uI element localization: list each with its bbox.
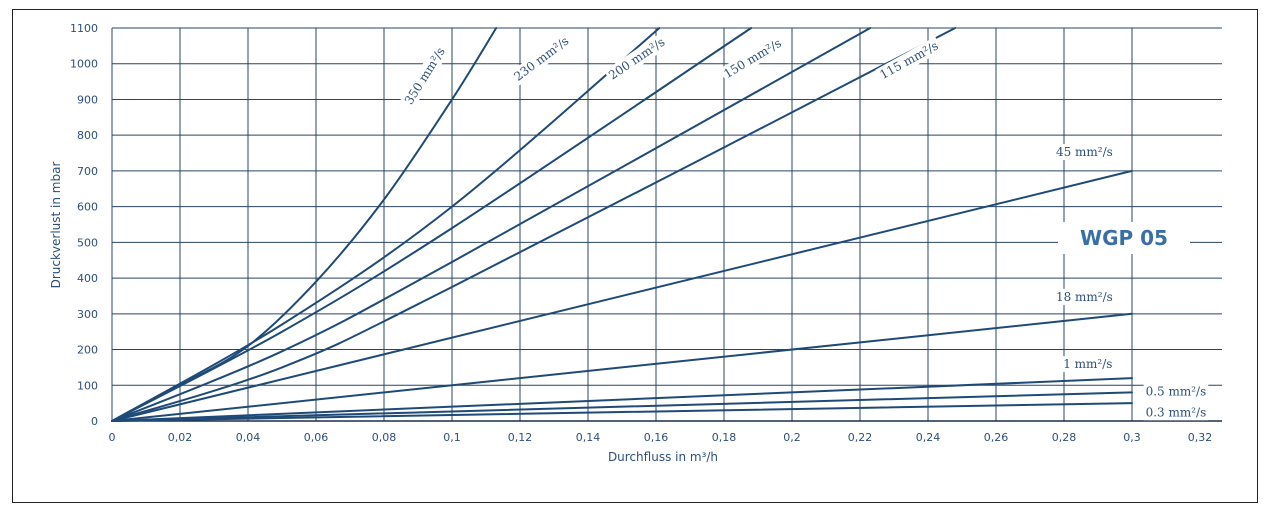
series-line [111,312,1133,422]
series-label: 0.5 mm²/s [1146,385,1207,399]
series-label-background [719,34,787,84]
x-axis-title: Durchfluss in m³/h [608,450,718,464]
x-tick-label: 0,32 [1188,431,1213,444]
series-label-background [1143,383,1209,400]
series-label: 0.3 mm²/s [1146,405,1207,419]
y-tick-label: 900 [77,93,98,106]
y-tick-label: 200 [77,344,98,357]
series-label: 115 mm²/s [877,38,940,82]
y-tick-label: 300 [77,308,98,321]
series-line [111,402,1133,422]
x-tick-label: 0,26 [984,431,1009,444]
series-line [111,27,498,422]
series-label-background [603,32,670,85]
x-tick-label: 0 [109,431,116,444]
x-tick-label: 0,02 [168,431,193,444]
series-label-background [875,36,943,84]
x-tick-label: 0,24 [916,431,941,444]
x-tick-label: 0,2 [783,431,801,444]
y-tick-label: 400 [77,272,98,285]
series-line [111,27,872,422]
series-line [111,391,1133,422]
series-label: 18 mm²/s [1056,290,1113,304]
series-line [111,169,1133,422]
y-tick-label: 1000 [70,58,98,71]
series-label-background [1053,288,1115,305]
y-tick-label: 700 [77,165,98,178]
series-label: 200 mm²/s [606,35,667,83]
x-tick-label: 0,14 [576,431,601,444]
series-line [111,377,1133,422]
x-tick-label: 0,28 [1052,431,1077,444]
y-axis-title: Druckverlust in mbar [49,162,63,289]
x-tick-label: 0,1 [443,431,461,444]
brand-background [1058,222,1190,254]
series-lines [111,27,1133,422]
y-tick-label: 800 [77,129,98,142]
series-label-background [509,31,574,86]
y-tick-label: 600 [77,201,98,214]
series-label-background [1053,143,1115,160]
y-tick-label: 1100 [70,22,98,35]
x-tick-label: 0,16 [644,431,669,444]
x-tick-label: 0,04 [236,431,261,444]
x-tick-label: 0,18 [712,431,737,444]
x-tick-label: 0,12 [508,431,533,444]
series-label-background [1061,356,1115,373]
chart-annotation: WGP 05 [1080,226,1168,250]
series-label-background [399,42,450,110]
grid [111,27,1222,422]
x-tick-label: 0,06 [304,431,329,444]
series-label: 1 mm²/s [1063,357,1112,371]
series-line [111,27,957,422]
series-line [111,27,753,422]
y-tick-labels: 0 100 200 300 400 500 600 700 800 900 1000 1100 [70,22,98,428]
x-tick-label: 0,3 [1123,431,1141,444]
x-tick-label: 0,22 [848,431,873,444]
series-line [111,27,661,422]
series-label: 350 mm²/s [402,45,448,107]
series-label: 45 mm²/s [1056,145,1113,159]
series-label-background [1143,404,1209,421]
y-tick-label: 100 [77,379,98,392]
x-tick-label: 0,08 [372,431,397,444]
y-tick-label: 0 [91,415,98,428]
x-tick-labels: 0 0,02 0,04 0,06 0,08 0,1 0,12 0,14 0,16 0,18 0,2 0… [109,431,1213,444]
y-tick-label: 500 [77,236,98,249]
